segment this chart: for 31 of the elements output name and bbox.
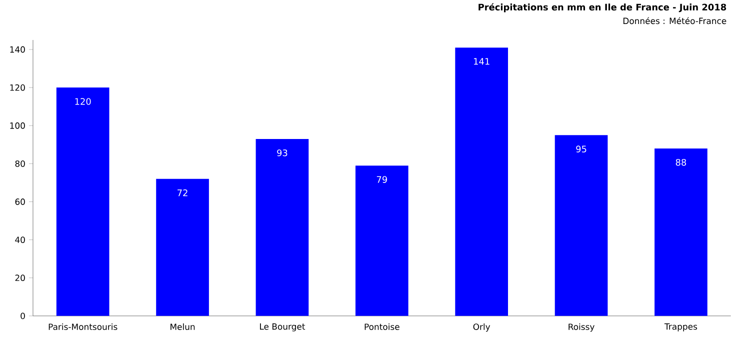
x-tick-label: Orly <box>473 323 490 332</box>
y-tick-label: 140 <box>10 46 25 53</box>
y-tick-label: 80 <box>15 160 25 167</box>
data-label: 79 <box>376 176 387 183</box>
bar <box>554 135 608 316</box>
y-tick-label: 0 <box>20 312 25 320</box>
y-tick-label: 60 <box>15 198 25 205</box>
bar <box>56 88 110 316</box>
data-label: 120 <box>75 98 91 105</box>
data-label: 72 <box>178 189 188 196</box>
y-tick-label: 20 <box>15 274 25 282</box>
x-tick-label: Roissy <box>568 323 594 332</box>
chart-subtitle: Données : Météo-France <box>623 17 726 24</box>
data-label: 93 <box>277 150 288 156</box>
chart-title: Précipitations en mm en Ile de France - Juin 2018 <box>478 3 726 12</box>
y-tick-label: 120 <box>10 84 25 91</box>
x-tick-label: Pontoise <box>364 323 400 330</box>
x-tick-label: Paris-Montsouris <box>48 323 118 330</box>
data-label: 88 <box>676 159 686 166</box>
bar <box>455 48 508 316</box>
x-tick-label: Le Bourget <box>260 323 306 332</box>
x-tick-label: Melun <box>170 323 195 330</box>
y-tick-label: 100 <box>10 122 25 129</box>
bar <box>654 148 708 316</box>
data-label: 95 <box>576 146 586 152</box>
bar <box>156 178 209 316</box>
y-tick-label: 40 <box>15 236 25 244</box>
data-label: 141 <box>474 58 490 65</box>
bar <box>256 138 309 316</box>
bar <box>355 166 408 316</box>
x-tick-label: Trappes <box>664 323 698 332</box>
